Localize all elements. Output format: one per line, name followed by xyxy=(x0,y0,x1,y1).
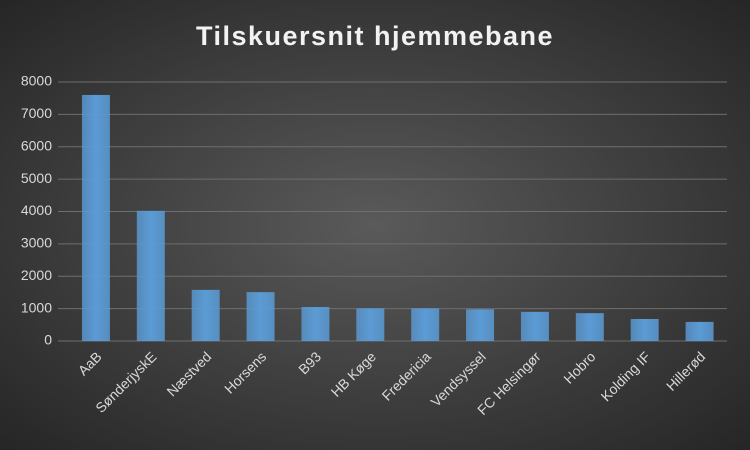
y-tick-label: 3000 xyxy=(21,235,52,251)
y-tick-label: 2000 xyxy=(21,267,52,283)
bar xyxy=(356,308,385,341)
bar xyxy=(411,308,440,341)
chart-title: Tilskuersnit hjemmebane xyxy=(196,21,554,51)
y-tick-label: 0 xyxy=(44,332,52,348)
y-tick-label: 5000 xyxy=(21,170,52,186)
bar xyxy=(630,318,659,341)
bar xyxy=(520,311,549,341)
y-tick-label: 4000 xyxy=(21,202,52,218)
bar xyxy=(466,309,495,341)
bar xyxy=(575,313,604,341)
y-tick-label: 8000 xyxy=(21,73,52,89)
y-tick-label: 7000 xyxy=(21,105,52,121)
bar xyxy=(191,289,220,341)
bar xyxy=(246,292,275,341)
bar xyxy=(81,94,110,341)
bar xyxy=(685,321,714,341)
y-tick-label: 1000 xyxy=(21,299,52,315)
bar xyxy=(301,307,330,341)
y-tick-label: 6000 xyxy=(21,137,52,153)
bar xyxy=(136,210,165,341)
